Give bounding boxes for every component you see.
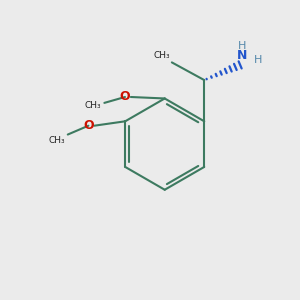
Text: N: N [237,50,248,62]
Text: CH₃: CH₃ [85,101,101,110]
Text: O: O [120,91,130,103]
Text: CH₃: CH₃ [48,136,65,145]
Text: H: H [238,40,247,51]
Text: CH₃: CH₃ [154,51,170,60]
Text: O: O [83,119,94,132]
Text: H: H [254,55,262,65]
